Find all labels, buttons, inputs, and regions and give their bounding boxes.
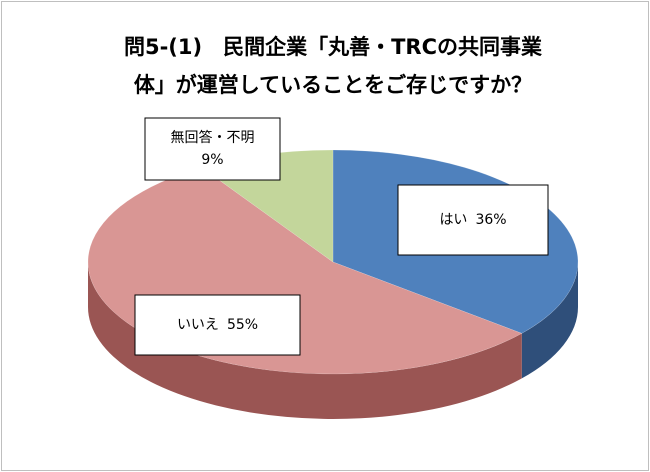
label-box [134,294,301,356]
label-category: 無回答・不明 [171,129,255,146]
label-box [144,117,281,181]
label-category: いいえ [177,317,219,333]
label-text: はい 36% [439,212,506,228]
data-label: 無回答・不明 9% [144,117,281,181]
slice-side [88,262,522,420]
label-text: いいえ 55% [177,317,258,333]
data-label: はい 36% [397,184,549,256]
data-label: いいえ 55% [134,294,301,356]
label-value: 55% [227,317,258,333]
label-value: 36% [475,212,506,228]
label-category: はい [439,212,467,228]
label-box [397,184,549,256]
chart-title: 問5-(1) 民間企業「丸善・TRCの共同事業 [124,35,543,59]
slice-side [521,262,578,379]
chart-title: 体」が運営していることをご存じですか？ [134,73,532,97]
label-value: 9% [201,152,223,168]
